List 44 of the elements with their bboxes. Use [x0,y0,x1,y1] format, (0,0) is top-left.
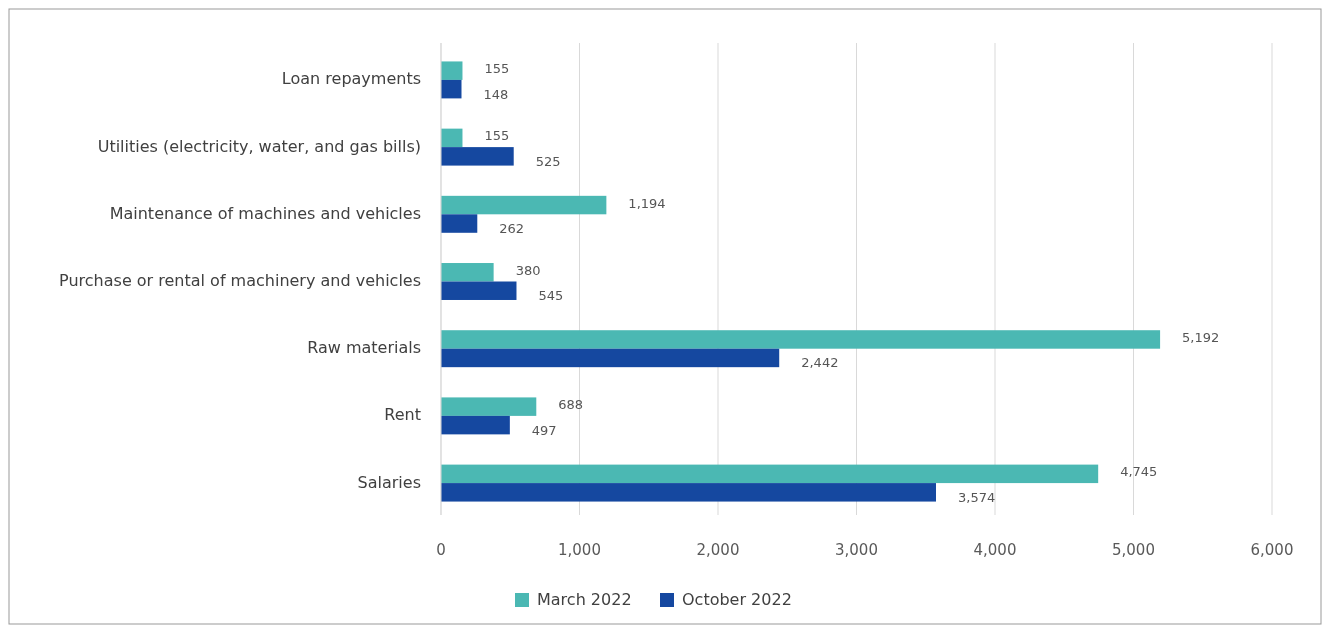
data-label: 155 [484,128,510,144]
x-tick-label: 6,000 [1250,541,1294,559]
x-tick-label: 1,000 [558,541,601,559]
bar [441,483,936,502]
bar [441,397,537,416]
bar [441,128,463,148]
x-tick-label: 4,000 [973,541,1017,559]
y-tick-label: Raw materials [307,338,421,358]
x-tick-label: 3,000 [835,541,878,559]
bar [441,195,607,215]
legend-label: March 2022 [537,589,632,609]
data-label: 525 [535,153,561,169]
data-label: 155 [484,61,510,77]
y-tick-label: Maintenance of machines and vehicles [109,203,421,223]
bar [441,330,1161,349]
bar [441,79,462,99]
x-tick-label: 0 [436,541,446,559]
x-tick-label: 2,000 [696,541,740,559]
data-label: 497 [531,422,557,438]
bar [441,415,510,435]
bar [441,147,514,166]
bar [441,61,463,80]
data-label: 262 [499,221,525,237]
bar [441,214,478,233]
data-label: 688 [558,397,584,413]
y-tick-label: Purchase or rental of machinery and vehicles [59,271,421,290]
data-label: 380 [515,262,541,278]
bar [441,464,1099,484]
y-tick-label: Salaries [357,472,421,492]
data-label: 2,442 [801,355,839,371]
data-label: 148 [483,86,509,102]
data-label: 1,194 [628,195,666,211]
bar [441,281,517,300]
data-label: 545 [538,288,564,304]
bar [441,263,494,282]
data-label: 3,574 [958,489,996,505]
bar [441,348,780,368]
y-tick-label: Utilities (electricity, water, and gas bills) [97,136,421,156]
data-label: 5,192 [1182,329,1220,345]
data-label: 4,745 [1120,464,1158,480]
legend-label: October 2022 [682,589,792,609]
y-tick-label: Rent [384,405,421,425]
y-tick-label: Loan repayments [281,69,421,89]
x-tick-label: 5,000 [1112,541,1155,559]
